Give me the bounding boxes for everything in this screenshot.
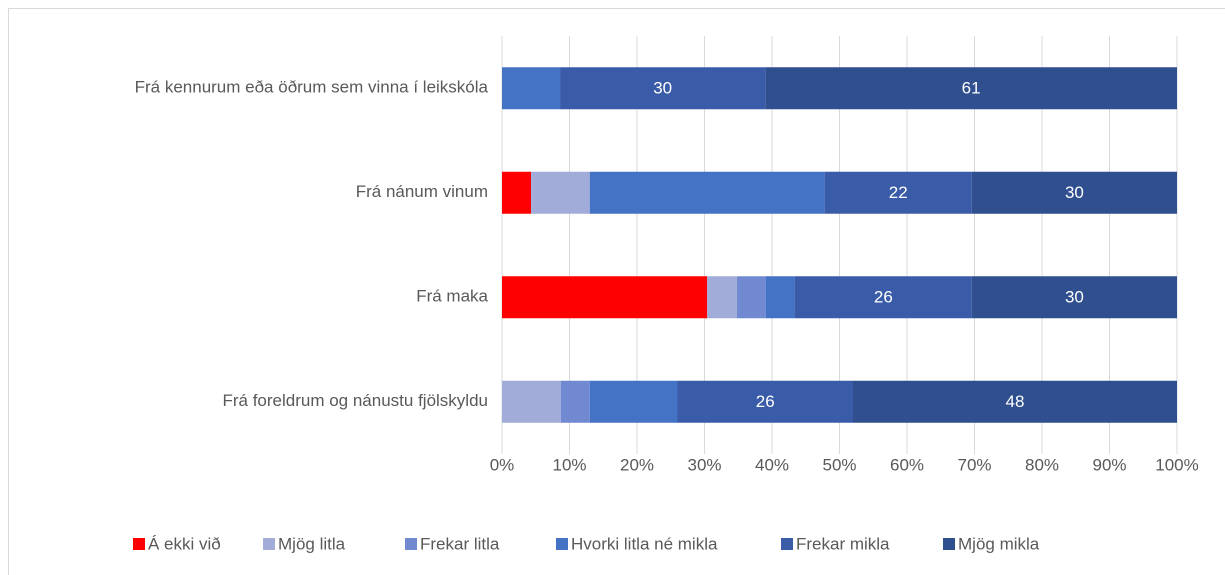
legend-label: Frekar litla: [420, 534, 500, 553]
data-label: 22: [889, 183, 908, 202]
bar-segment: [971, 171, 1177, 214]
data-label: 48: [1006, 392, 1025, 411]
bar-segment: [502, 171, 532, 214]
x-tick-label: 50%: [822, 455, 856, 474]
legend-swatch: [133, 538, 145, 550]
chart-border: [8, 8, 1225, 575]
bar-segment: [677, 380, 853, 423]
bar-segment: [560, 380, 590, 423]
x-tick-label: 60%: [890, 455, 924, 474]
bar-segment: [794, 276, 972, 319]
legend-label: Á ekki við: [148, 534, 221, 553]
data-label: 61: [962, 79, 981, 98]
bar-segment: [560, 67, 766, 110]
x-tick-label: 70%: [957, 455, 991, 474]
bar-segment: [502, 67, 561, 110]
bar-segment: [971, 276, 1177, 319]
bar-segment: [707, 276, 737, 319]
y-tick-label: Frá nánum vinum: [356, 182, 488, 201]
bar-segment: [765, 67, 1177, 110]
x-tick-label: 10%: [552, 455, 586, 474]
data-label: 26: [874, 288, 893, 307]
legend-swatch: [781, 538, 793, 550]
data-label: 26: [756, 392, 775, 411]
legend-label: Mjög mikla: [958, 534, 1040, 553]
x-tick-label: 20%: [620, 455, 654, 474]
legend-swatch: [405, 538, 417, 550]
bar-segment: [765, 276, 795, 319]
y-tick-label: Frá kennurum eða öðrum sem vinna í leiks…: [135, 78, 489, 97]
legend-label: Mjög litla: [278, 534, 346, 553]
x-tick-label: 80%: [1025, 455, 1059, 474]
bar-segment: [589, 171, 825, 214]
bar-segment: [589, 380, 678, 423]
x-tick-label: 100%: [1155, 455, 1198, 474]
bar-segment: [502, 380, 561, 423]
x-tick-label: 0%: [490, 455, 515, 474]
bar-segment: [502, 276, 708, 319]
data-label: 30: [1065, 288, 1084, 307]
legend-swatch: [943, 538, 955, 550]
legend-label: Frekar mikla: [796, 534, 890, 553]
bar-segment: [853, 380, 1177, 423]
data-label: 30: [653, 79, 672, 98]
x-tick-label: 30%: [687, 455, 721, 474]
y-tick-label: Frá foreldrum og nánustu fjölskyldu: [222, 391, 488, 410]
x-tick-label: 90%: [1092, 455, 1126, 474]
bar-segment: [824, 171, 972, 214]
legend-swatch: [263, 538, 275, 550]
legend-label: Hvorki litla né mikla: [571, 534, 718, 553]
x-tick-label: 40%: [755, 455, 789, 474]
bar-segment: [531, 171, 590, 214]
bar-segment: [736, 276, 766, 319]
legend-swatch: [556, 538, 568, 550]
data-label: 30: [1065, 183, 1084, 202]
y-tick-label: Frá maka: [416, 287, 488, 306]
